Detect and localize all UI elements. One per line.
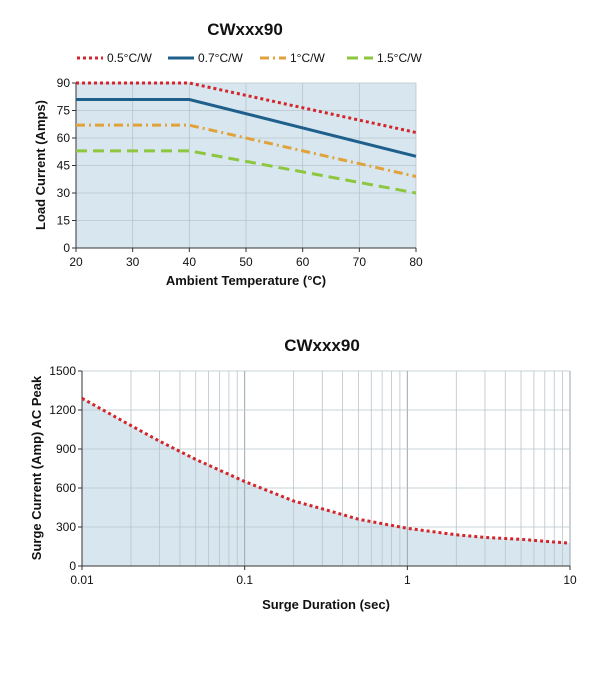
legend-label: 1.5°C/W: [377, 51, 422, 65]
plot-area: 0.01 0.1 1 10 0 300 600 900 1200 1500: [49, 364, 577, 587]
y-axis-label: Load Current (Amps): [33, 100, 48, 230]
surge-current-chart: CWxxx90 0.01 0.1 1 10 0 300 600 900 1200 1500 Sur…: [29, 336, 577, 612]
load-current-chart: CWxxx90 0.5°C/W 0.7°C/W 1°C/W 1.5°C/W 20 30 4…: [33, 20, 423, 288]
y-tick-label: 60: [57, 131, 71, 145]
x-tick-label: 0.01: [70, 573, 94, 587]
y-tick-label: 0: [63, 241, 70, 255]
x-tick-label: 0.1: [236, 573, 253, 587]
x-axis-label: Surge Duration (sec): [262, 597, 390, 612]
y-tick-label: 1500: [49, 364, 76, 378]
x-tick-label: 70: [353, 255, 367, 269]
y-tick-label: 30: [57, 186, 71, 200]
series-line: [76, 81, 417, 134]
area-fill: [82, 398, 570, 566]
x-tick-label: 30: [126, 255, 140, 269]
y-tick-label: 45: [57, 159, 71, 173]
chart-title: CWxxx90: [284, 336, 360, 355]
plot-area: 20 30 40 50 60 70 80 0 15 30 45 60 75 90: [57, 76, 423, 269]
x-tick-label: 50: [239, 255, 253, 269]
y-tick-label: 90: [57, 76, 71, 90]
y-tick-label: 15: [57, 214, 71, 228]
chart-title: CWxxx90: [207, 20, 283, 39]
series-line: [76, 149, 417, 195]
y-tick-label: 1200: [49, 403, 76, 417]
series-line: [76, 123, 417, 178]
y-tick-label: 0: [69, 559, 76, 573]
series-line: [76, 98, 417, 158]
y-tick-label: 75: [57, 104, 71, 118]
y-tick-label: 900: [56, 442, 76, 456]
y-tick-label: 600: [56, 481, 76, 495]
x-tick-label: 1: [404, 573, 411, 587]
series-line: [81, 396, 571, 545]
x-tick-label: 80: [409, 255, 423, 269]
legend-label: 1°C/W: [290, 51, 325, 65]
y-tick-label: 300: [56, 520, 76, 534]
x-tick-label: 20: [69, 255, 83, 269]
legend-label: 0.7°C/W: [198, 51, 243, 65]
x-tick-label: 10: [563, 573, 577, 587]
y-axis-label: Surge Current (Amp) AC Peak: [29, 375, 44, 560]
x-axis-label: Ambient Temperature (°C): [166, 273, 326, 288]
legend: 0.5°C/W 0.7°C/W 1°C/W 1.5°C/W: [77, 51, 422, 65]
x-tick-label: 40: [183, 255, 197, 269]
x-tick-label: 60: [296, 255, 310, 269]
legend-label: 0.5°C/W: [107, 51, 152, 65]
